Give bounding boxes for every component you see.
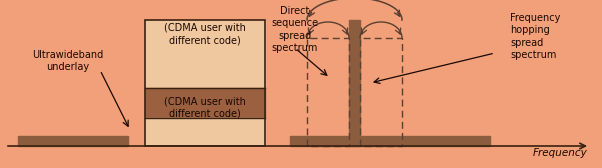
Bar [145, 20, 265, 88]
Bar [145, 20, 265, 146]
Text: Direct
sequence
spread
spectrum: Direct sequence spread spectrum [272, 6, 318, 53]
Bar [18, 136, 128, 146]
Text: Frequency: Frequency [533, 148, 588, 158]
Text: Frequency
hopping
spread
spectrum: Frequency hopping spread spectrum [510, 13, 560, 60]
Bar [290, 136, 490, 146]
Text: (CDMA user with
different code): (CDMA user with different code) [164, 23, 246, 45]
Bar [349, 20, 360, 146]
Text: (CDMA user with
different code): (CDMA user with different code) [164, 96, 246, 118]
Bar [145, 88, 265, 118]
Text: Ultrawideband
underlay: Ultrawideband underlay [33, 50, 104, 72]
Bar [145, 118, 265, 146]
